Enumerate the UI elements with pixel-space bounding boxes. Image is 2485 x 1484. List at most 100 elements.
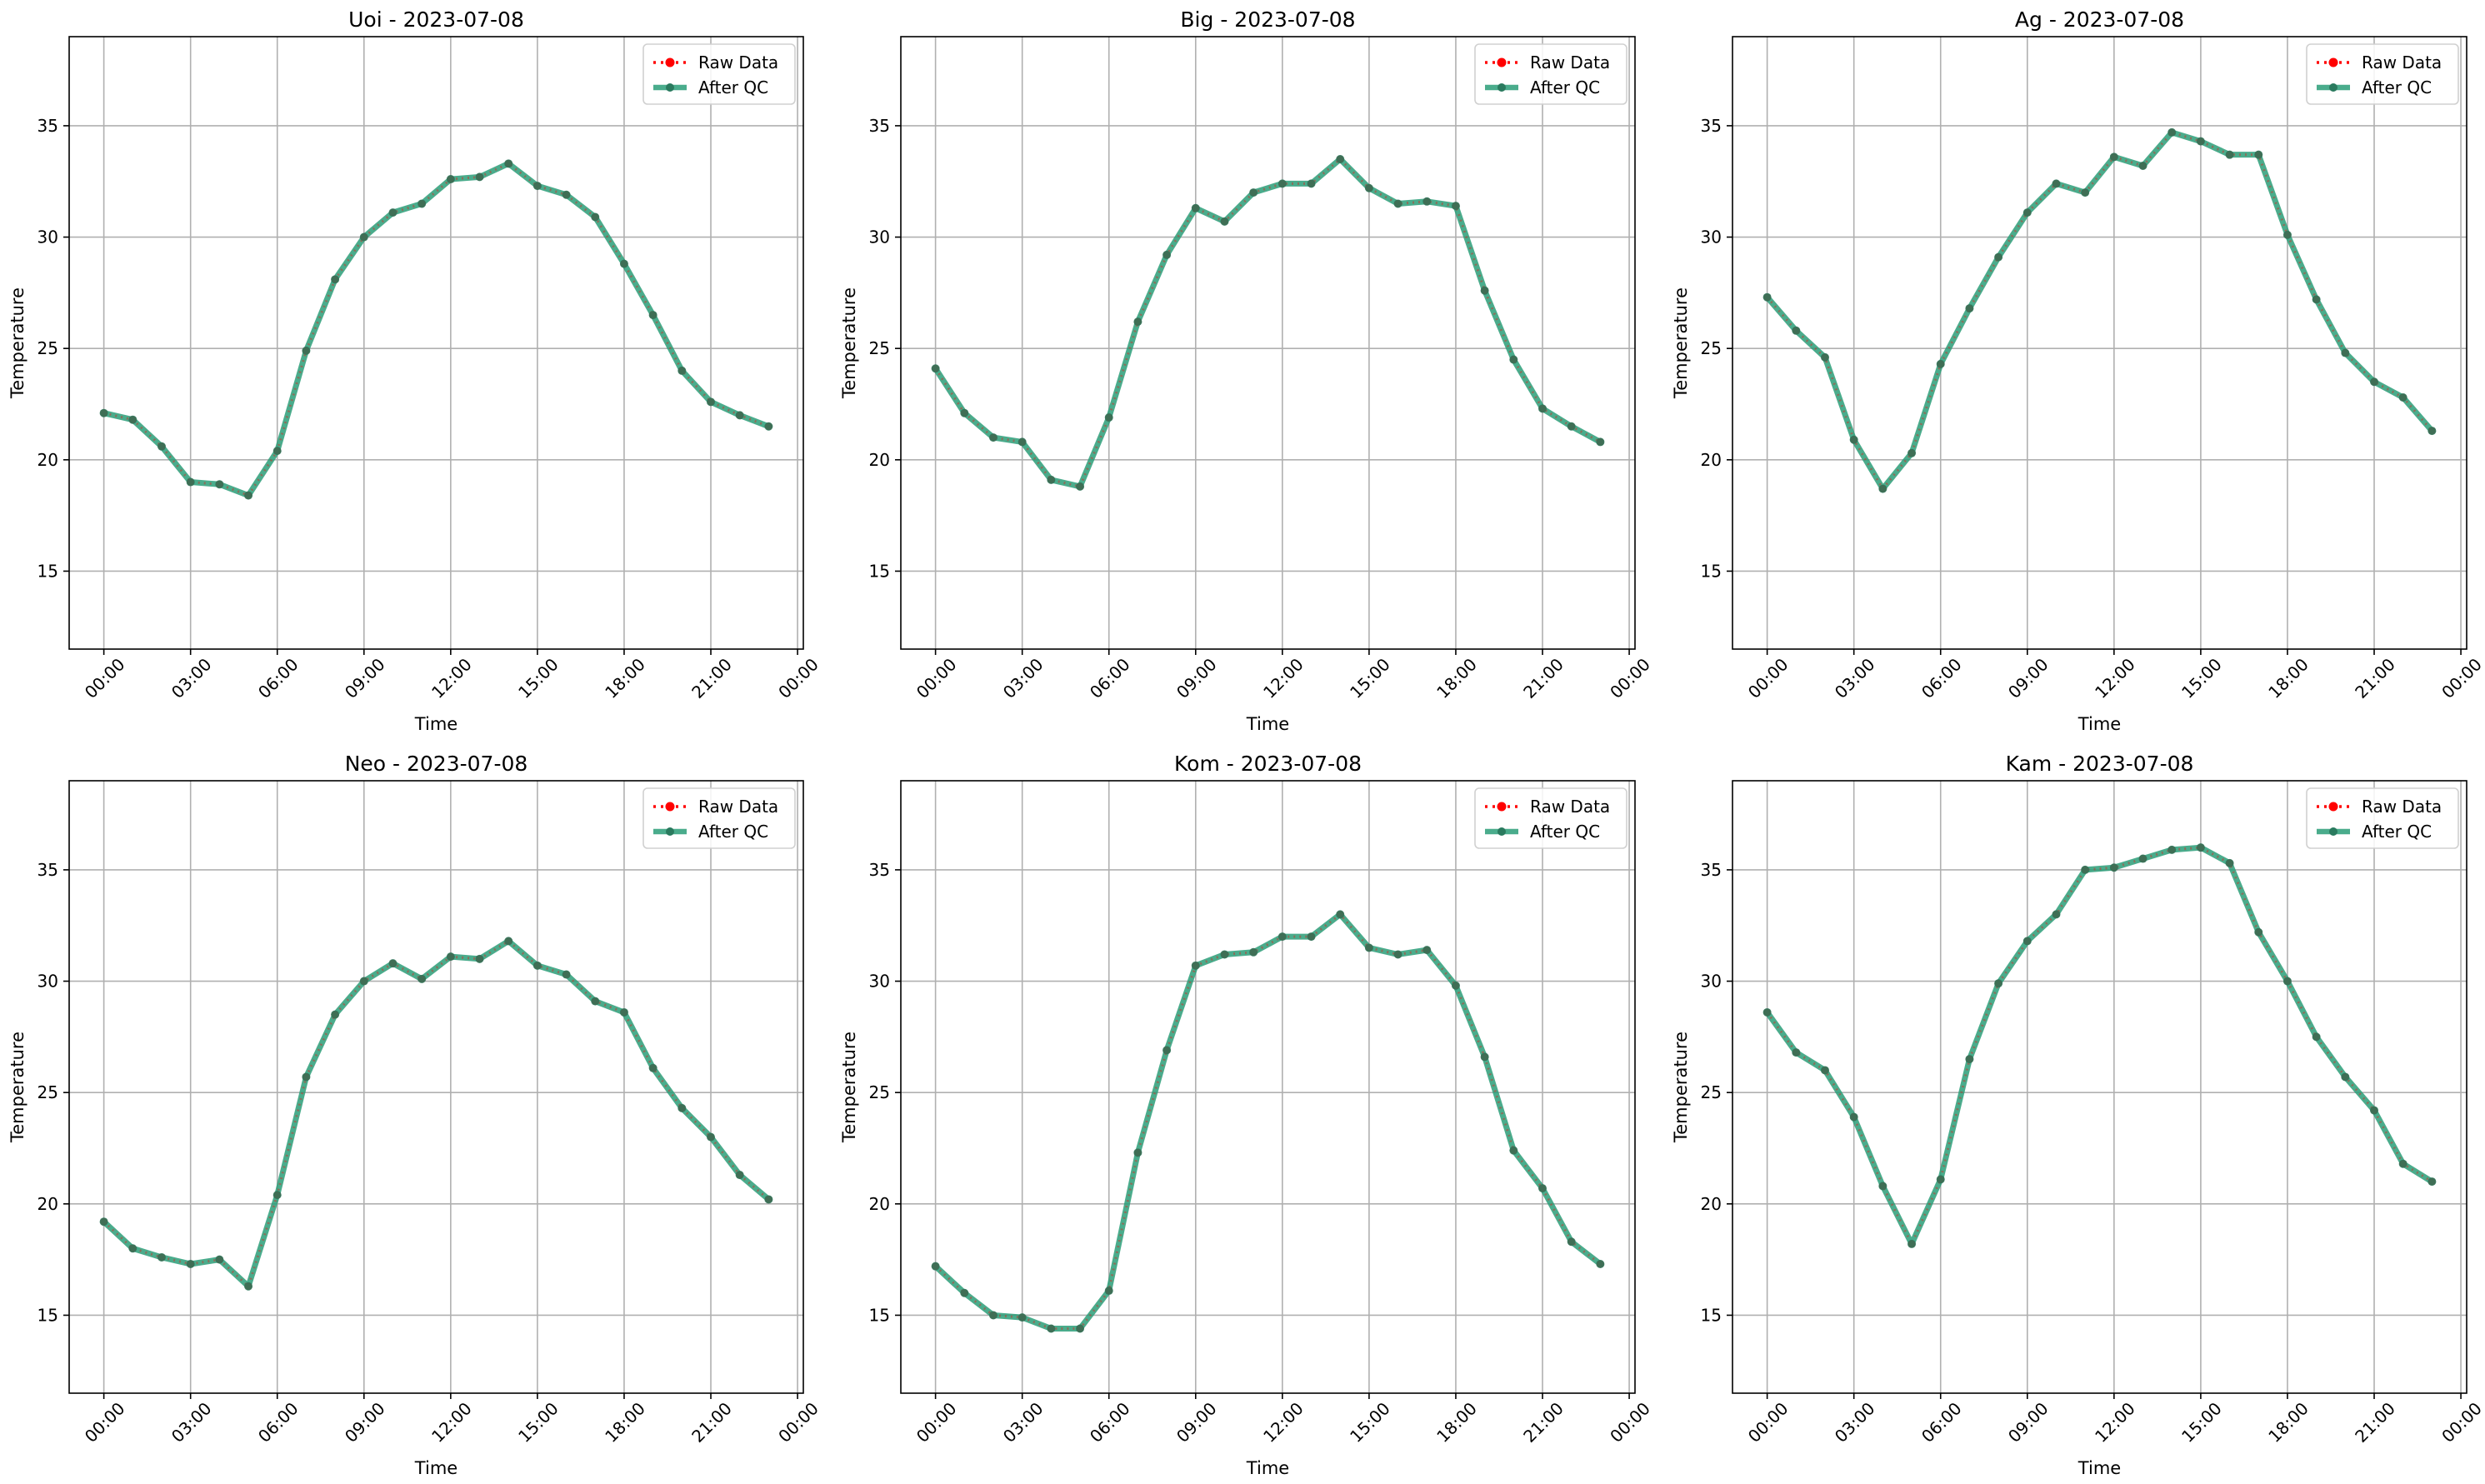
- y-tick-label: 30: [869, 227, 890, 247]
- after-qc-point: [2370, 377, 2379, 387]
- after-qc-point: [2109, 863, 2118, 872]
- after-qc-point: [475, 172, 484, 182]
- after-qc-point: [302, 1072, 311, 1082]
- y-tick-label: 15: [869, 561, 890, 581]
- chart-title: Uoi - 2023-07-08: [348, 7, 524, 32]
- x-tick-label: 21:00: [688, 654, 736, 702]
- after-qc-point: [215, 1255, 224, 1264]
- after-qc-point: [678, 366, 687, 375]
- y-tick-label: 20: [38, 1194, 58, 1214]
- after-qc-point: [2254, 150, 2263, 159]
- chart-panel-5: 00:00 03:00 06:00 09:00 12:00 15:00 18:00 21:00…: [839, 752, 1654, 1478]
- chart-title: Ag - 2023-07-08: [2015, 7, 2184, 32]
- after-qc-point: [1936, 1175, 1945, 1184]
- legend-after-qc-marker: [1498, 83, 1506, 92]
- after-qc-point: [1908, 448, 1917, 457]
- y-tick-label: 25: [1701, 338, 1722, 358]
- after-qc-point: [1393, 950, 1402, 959]
- after-qc-point: [591, 212, 600, 222]
- after-qc-point: [1278, 932, 1287, 942]
- x-axis-label: Time: [1246, 1458, 1289, 1478]
- after-qc-point: [2398, 1159, 2408, 1168]
- after-qc-point: [1878, 1182, 1888, 1191]
- x-tick-label: 21:00: [1519, 654, 1568, 702]
- x-tick-label: 03:00: [999, 654, 1048, 702]
- legend-raw-data-marker: [1497, 802, 1507, 812]
- x-tick-label: 15:00: [1346, 654, 1394, 702]
- after-qc-point: [1364, 943, 1373, 952]
- chart-panel-3: 00:00 03:00 06:00 09:00 12:00 15:00 18:00 21:00…: [1671, 7, 2485, 734]
- y-tick-label: 30: [1701, 227, 1722, 247]
- after-qc-point: [764, 1195, 773, 1204]
- after-qc-point: [1220, 217, 1229, 226]
- after-qc-point: [2370, 1106, 2379, 1115]
- after-qc-point: [1451, 981, 1460, 990]
- after-qc-point: [591, 997, 600, 1006]
- after-qc-point: [1994, 252, 2003, 262]
- after-qc-point: [186, 1259, 195, 1268]
- after-qc-point: [418, 199, 427, 208]
- after-qc-point: [1538, 404, 1548, 413]
- after-qc-point: [735, 411, 744, 420]
- after-qc-point: [1393, 199, 1402, 208]
- after-qc-point: [1104, 413, 1113, 422]
- x-tick-label: 09:00: [2004, 654, 2052, 702]
- chart-panel-2: 00:00 03:00 06:00 09:00 12:00 15:00 18:00 21:00…: [839, 7, 1654, 734]
- legend-label-raw-data: Raw Data: [2362, 52, 2442, 72]
- after-qc-point: [1220, 950, 1229, 959]
- after-qc-point: [2225, 858, 2234, 867]
- x-tick-label: 18:00: [601, 1398, 649, 1447]
- after-qc-point: [2052, 179, 2061, 188]
- after-qc-point: [988, 433, 998, 442]
- y-tick-label: 20: [38, 450, 58, 470]
- after-qc-point: [272, 1191, 282, 1200]
- after-qc-point: [931, 364, 940, 373]
- y-axis-label: Temperature: [1671, 287, 1691, 399]
- x-tick-label: 09:00: [1172, 654, 1221, 702]
- series-line-after-qc: [932, 156, 1602, 490]
- after-qc-point: [2081, 188, 2090, 197]
- after-qc-point: [678, 1103, 687, 1112]
- after-qc-point: [1820, 352, 1829, 362]
- legend-label-raw-data: Raw Data: [2362, 797, 2442, 817]
- after-qc-point: [1162, 250, 1172, 259]
- after-qc-point: [2254, 927, 2263, 937]
- y-tick-label: 25: [869, 338, 890, 358]
- after-qc-point: [2052, 910, 2061, 919]
- y-tick-label: 25: [38, 338, 58, 358]
- after-qc-point: [331, 1010, 340, 1019]
- x-tick-label: 12:00: [1259, 1398, 1308, 1447]
- after-qc-point: [1908, 1239, 1917, 1248]
- legend-label-raw-data: Raw Data: [1530, 52, 1610, 72]
- after-qc-point: [988, 1311, 998, 1320]
- after-qc-point: [764, 422, 773, 431]
- legend-raw-data-marker: [665, 802, 675, 812]
- axes-frame: [900, 36, 1636, 650]
- y-tick-label: 20: [1701, 1194, 1722, 1214]
- after-qc-point: [1162, 1046, 1172, 1055]
- after-qc-point: [1878, 484, 1888, 493]
- legend-label-raw-data: Raw Data: [698, 52, 778, 72]
- after-qc-point: [244, 1282, 253, 1291]
- axes-frame: [68, 780, 804, 1394]
- after-qc-point: [1018, 437, 1027, 447]
- x-tick-label: 15:00: [1346, 1398, 1394, 1447]
- after-qc-point: [1849, 1112, 1858, 1122]
- after-qc-point: [1936, 359, 1945, 368]
- x-tick-label: 18:00: [1432, 1398, 1481, 1447]
- after-qc-point: [2168, 127, 2177, 137]
- x-tick-label: 15:00: [514, 1398, 562, 1447]
- after-qc-point: [2341, 1072, 2350, 1082]
- after-qc-point: [2022, 937, 2032, 946]
- y-axis-label: Temperature: [839, 287, 859, 399]
- chart-title: Kom - 2023-07-08: [1174, 752, 1362, 776]
- after-qc-point: [1336, 910, 1345, 919]
- x-tick-label: 18:00: [2264, 1398, 2312, 1447]
- after-qc-point: [2196, 137, 2205, 146]
- after-qc-point: [532, 182, 542, 191]
- x-axis-label: Time: [414, 1458, 458, 1478]
- x-tick-label: 15:00: [514, 654, 562, 702]
- after-qc-point: [157, 1252, 166, 1262]
- after-qc-point: [504, 159, 513, 168]
- x-tick-label: 06:00: [254, 654, 302, 702]
